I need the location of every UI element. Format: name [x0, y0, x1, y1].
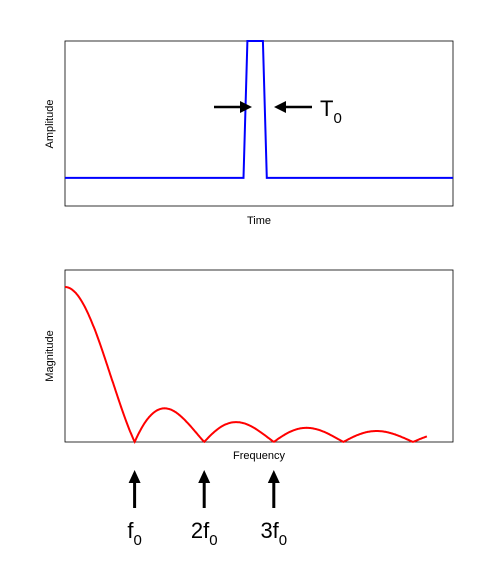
freq-x-axis-label: Frequency [233, 450, 285, 462]
freq-marker-label-2: 2f0 [191, 518, 218, 549]
pulse-width-subscript: 0 [333, 110, 341, 127]
spectrum-series-line [65, 287, 427, 442]
width-arrowhead-right [274, 101, 286, 113]
time-chart: Time Amplitude T0 [44, 41, 453, 227]
time-plot-frame [65, 41, 453, 206]
freq-marker-label-1: f0 [127, 518, 141, 549]
pulse-width-annotation: T0 [320, 96, 342, 127]
pulse-width-letter: T [320, 96, 333, 121]
freq-marker-label-3: 3f0 [260, 518, 287, 549]
frequency-chart: Frequency Magnitude f0 2f0 3f0 [44, 270, 453, 549]
freq-plot-frame [65, 270, 453, 442]
freq-marker-arrowhead [198, 470, 210, 483]
time-y-axis-label: Amplitude [44, 100, 56, 149]
time-x-axis-label: Time [247, 215, 271, 227]
freq-marker-arrowhead [268, 470, 280, 483]
freq-y-axis-label: Magnitude [44, 330, 56, 381]
pulse-series-line [65, 41, 453, 178]
freq-marker-arrowhead [129, 470, 141, 483]
